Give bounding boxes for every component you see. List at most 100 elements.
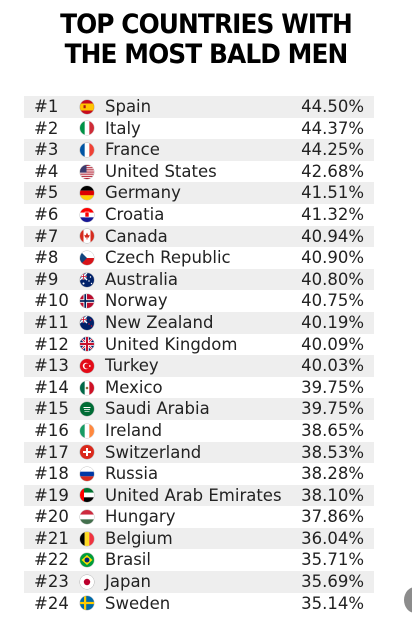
united-kingdom-flag-icon (80, 337, 94, 352)
percent-value: 38.53% (301, 442, 364, 462)
country-name: Ireland (105, 420, 163, 440)
percent-value: 39.75% (301, 377, 364, 397)
list-item: #13 Turkey 40.03% (24, 355, 374, 377)
percent-value: 40.80% (301, 269, 364, 289)
rank-label: #9 (34, 269, 59, 289)
list-item: #11 New Zealand 40.19% (24, 311, 374, 334)
saudi-arabia-flag-icon (80, 402, 94, 417)
list-item: #8 Czech Republic 40.90% (24, 247, 374, 269)
country-name: United Kingdom (105, 334, 238, 354)
title-line-2: THE MOST BALD MEN (64, 39, 349, 70)
rank-label: #6 (34, 204, 59, 224)
belgium-flag-icon (80, 531, 94, 546)
country-name: Italy (105, 118, 141, 138)
percent-value: 35.14% (301, 593, 364, 613)
united-states-flag-icon (80, 164, 94, 179)
ranking-list: #1 Spain 44.50% #2 Italy 44.37% #3 France 44.2… (24, 96, 374, 614)
country-name: Sweden (105, 593, 171, 613)
country-name: Russia (105, 464, 159, 484)
country-name: Japan (105, 572, 152, 592)
country-name: United Arab Emirates (105, 485, 282, 505)
percent-value: 44.25% (301, 140, 364, 160)
percent-value: 35.71% (301, 550, 364, 570)
percent-value: 40.19% (301, 312, 364, 332)
rank-label: #23 (34, 572, 69, 592)
percent-value: 44.50% (301, 97, 364, 116)
list-item: #10 Norway 40.75% (24, 290, 374, 312)
percent-value: 37.86% (301, 507, 364, 527)
list-item: #18 Russia 38.28% (24, 463, 374, 485)
brazil-flag-icon (80, 553, 94, 568)
percent-value: 40.03% (301, 356, 364, 376)
percent-value: 41.51% (301, 183, 364, 203)
list-item: #21 Belgium 36.04% (24, 527, 374, 550)
rank-label: #22 (34, 550, 69, 570)
percent-value: 38.10% (301, 485, 364, 505)
sweden-flag-icon (80, 596, 94, 611)
rank-label: #5 (34, 183, 59, 203)
rank-label: #20 (34, 507, 69, 527)
rank-label: #21 (34, 528, 69, 548)
page-title: TOP COUNTRIES WITH THE MOST BALD MEN (16, 10, 395, 70)
switzerland-flag-icon (80, 445, 94, 460)
list-item: #12 United Kingdom 40.09% (24, 334, 374, 356)
country-name: Norway (105, 291, 168, 311)
rank-label: #7 (34, 226, 59, 246)
rank-label: #18 (34, 464, 69, 484)
percent-value: 38.28% (301, 464, 364, 484)
germany-flag-icon (80, 186, 94, 201)
rank-label: #13 (34, 356, 69, 376)
country-name: Saudi Arabia (105, 399, 210, 419)
country-name: Germany (105, 183, 181, 203)
russia-flag-icon (80, 466, 94, 481)
country-name: Czech Republic (105, 248, 231, 268)
rank-label: #4 (34, 161, 59, 181)
country-name: Spain (105, 97, 152, 116)
country-name: United States (105, 161, 217, 181)
rank-label: #24 (34, 593, 69, 613)
united-arab-emirates-flag-icon (80, 488, 94, 503)
norway-flag-icon (80, 294, 94, 309)
new-zealand-flag-icon (80, 315, 94, 330)
country-name: Hungary (105, 507, 176, 527)
rank-label: #10 (34, 291, 69, 311)
list-item: #2 Italy 44.37% (24, 118, 374, 140)
percent-value: 35.69% (301, 572, 364, 592)
rank-label: #12 (34, 334, 69, 354)
list-item: #6 Croatia 41.32% (24, 204, 374, 226)
rank-label: #2 (34, 118, 59, 138)
list-item: #14 Mexico 39.75% (24, 377, 374, 399)
percent-value: 44.37% (301, 118, 364, 138)
country-name: Switzerland (105, 442, 202, 462)
rank-label: #1 (34, 97, 59, 116)
country-name: Mexico (105, 377, 163, 397)
turkey-flag-icon (80, 358, 94, 373)
ireland-flag-icon (80, 423, 94, 438)
percent-value: 42.68% (301, 161, 364, 181)
percent-value: 39.75% (301, 399, 364, 419)
japan-flag-icon (80, 574, 94, 589)
percent-value: 40.09% (301, 334, 364, 354)
percent-value: 36.04% (301, 528, 364, 548)
rank-label: #15 (34, 399, 69, 419)
australia-flag-icon (80, 272, 94, 287)
list-item: #3 France 44.25% (24, 139, 374, 161)
list-item: #16 Ireland 38.65% (24, 420, 374, 442)
country-name: Turkey (105, 356, 159, 376)
list-item: #15 Saudi Arabia 39.75% (24, 398, 374, 420)
list-item: #20 Hungary 37.86% (24, 506, 374, 528)
italy-flag-icon (80, 121, 94, 136)
country-name: Canada (105, 226, 168, 246)
canada-flag-icon (80, 229, 94, 244)
list-item: #22 Brasil 35.71% (24, 549, 374, 571)
list-item: #9 Australia 40.80% (24, 268, 374, 291)
list-item: #4 United States 42.68% (24, 161, 374, 183)
rank-label: #8 (34, 248, 59, 268)
list-item: #24 Sweden 35.14% (24, 593, 374, 615)
mexico-flag-icon (80, 380, 94, 395)
country-name: New Zealand (105, 312, 214, 332)
rank-label: #19 (34, 485, 69, 505)
scroll-button[interactable] (404, 587, 412, 613)
country-name: France (105, 140, 160, 160)
title-line-1: TOP COUNTRIES WITH (60, 9, 353, 40)
